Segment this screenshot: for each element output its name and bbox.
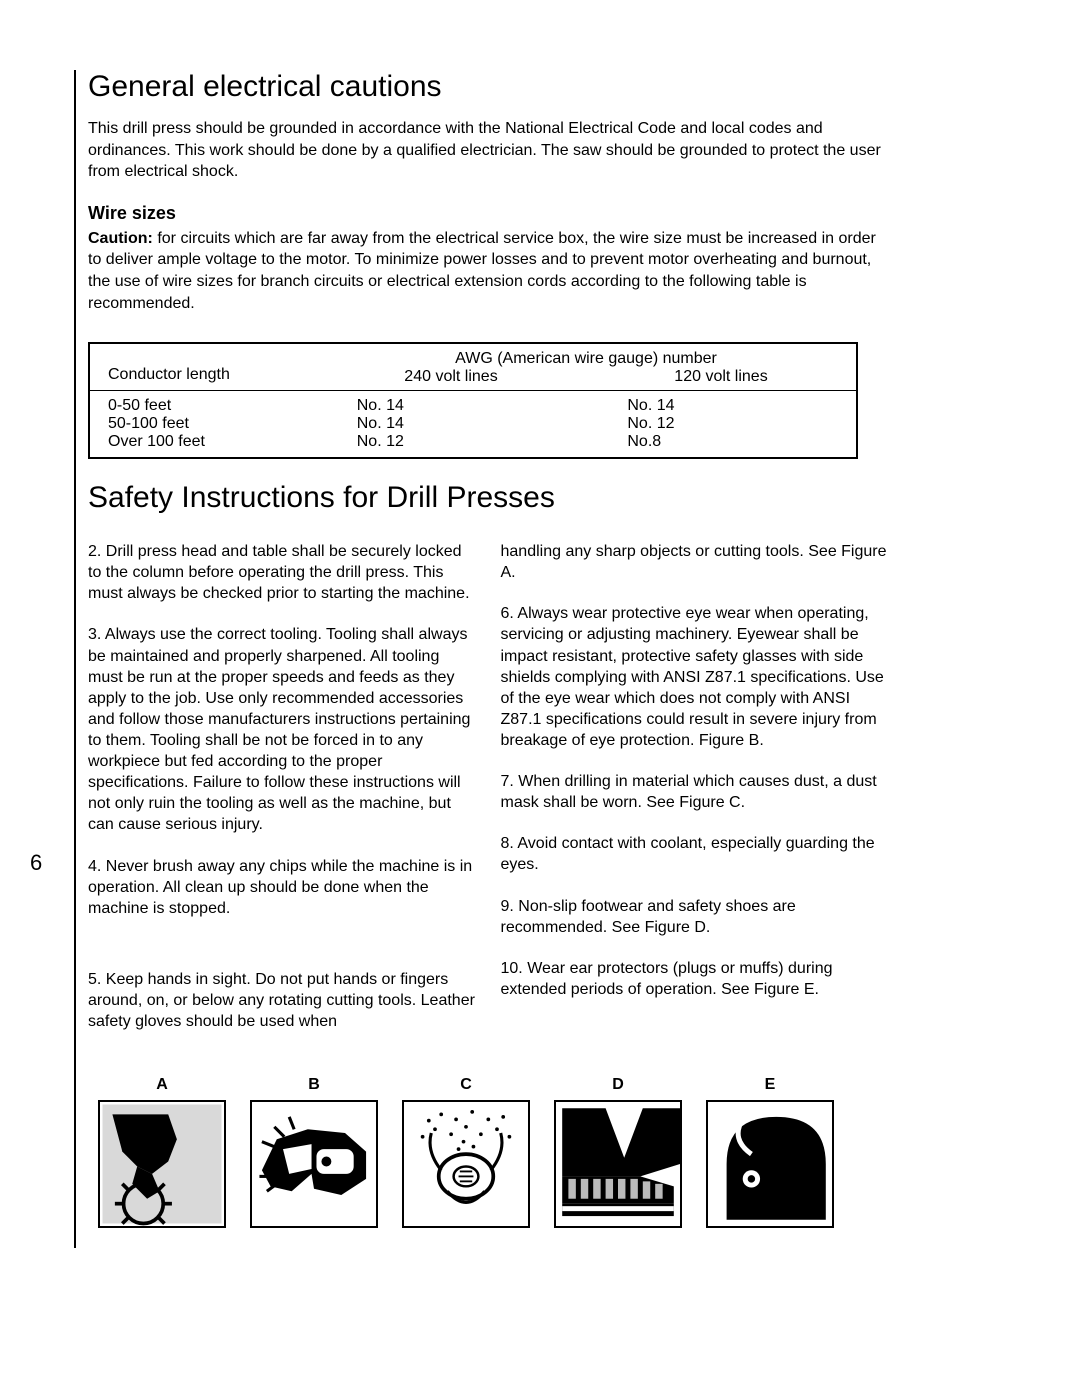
wire-gauge-table: Conductor length AWG (American wire gaug… (88, 342, 858, 459)
col-header-240v: 240 volt lines (316, 368, 586, 386)
table-cell: No. 12 (357, 433, 588, 451)
figure-a: A (98, 1076, 226, 1228)
instruction-2: 2. Drill press head and table shall be s… (88, 541, 477, 604)
dust-mask-icon (402, 1100, 530, 1228)
figure-label-a: A (156, 1076, 168, 1094)
instruction-7: 7. When drilling in material which cause… (501, 771, 890, 813)
table-body: 0-50 feet 50-100 feet Over 100 feet No. … (90, 391, 856, 457)
table-cell: No. 12 (627, 415, 856, 433)
caution-label: Caution: (88, 230, 153, 247)
heading-wire-sizes: Wire sizes (88, 203, 889, 224)
table-cell: No. 14 (357, 397, 588, 415)
instructions-columns: 2. Drill press head and table shall be s… (88, 541, 889, 1052)
figures-row: A (88, 1076, 889, 1228)
caution-text: for circuits which are far away from the… (88, 230, 876, 312)
col-header-length: Conductor length (90, 344, 316, 390)
instruction-5: 5. Keep hands in sight. Do not put hands… (88, 969, 477, 1032)
instruction-5-cont: handling any sharp objects or cutting to… (501, 541, 890, 583)
left-column: 2. Drill press head and table shall be s… (88, 541, 477, 1052)
table-cell: No. 14 (627, 397, 856, 415)
goggles-icon (250, 1100, 378, 1228)
instruction-6: 6. Always wear protective eye wear when … (501, 603, 890, 751)
instruction-10: 10. Wear ear protectors (plugs or muffs)… (501, 958, 890, 1000)
main-content: General electrical cautions This drill p… (74, 70, 889, 1248)
table-cell: No. 14 (357, 415, 588, 433)
table-cell: No.8 (627, 433, 856, 451)
heading-general-electrical: General electrical cautions (88, 70, 889, 104)
table-cell: 50-100 feet (108, 415, 319, 433)
instruction-3: 3. Always use the correct tooling. Tooli… (88, 624, 477, 835)
figure-label-d: D (612, 1076, 624, 1094)
heading-safety-instructions: Safety Instructions for Drill Presses (88, 481, 889, 515)
figure-label-e: E (765, 1076, 776, 1094)
gloves-icon (98, 1100, 226, 1228)
figure-label-b: B (308, 1076, 320, 1094)
figure-c: C (402, 1076, 530, 1228)
right-column: handling any sharp objects or cutting to… (501, 541, 890, 1052)
figure-e: E (706, 1076, 834, 1228)
intro-paragraph: This drill press should be grounded in a… (88, 118, 889, 183)
table-cell: Over 100 feet (108, 433, 319, 451)
wire-caution-paragraph: Caution: for circuits which are far away… (88, 228, 889, 314)
figure-label-c: C (460, 1076, 472, 1094)
table-cell: 0-50 feet (108, 397, 319, 415)
figure-d: D (554, 1076, 682, 1228)
table-header-row: Conductor length AWG (American wire gaug… (90, 344, 856, 391)
instruction-9: 9. Non-slip footwear and safety shoes ar… (501, 896, 890, 938)
footwear-icon (554, 1100, 682, 1228)
col-header-120v: 120 volt lines (586, 368, 856, 386)
ear-protection-icon (706, 1100, 834, 1228)
figure-b: B (250, 1076, 378, 1228)
instruction-8: 8. Avoid contact with coolant, especiall… (501, 833, 890, 875)
page-number: 6 (30, 850, 42, 876)
instruction-4: 4. Never brush away any chips while the … (88, 856, 477, 919)
table-super-header: AWG (American wire gauge) number (316, 344, 856, 368)
